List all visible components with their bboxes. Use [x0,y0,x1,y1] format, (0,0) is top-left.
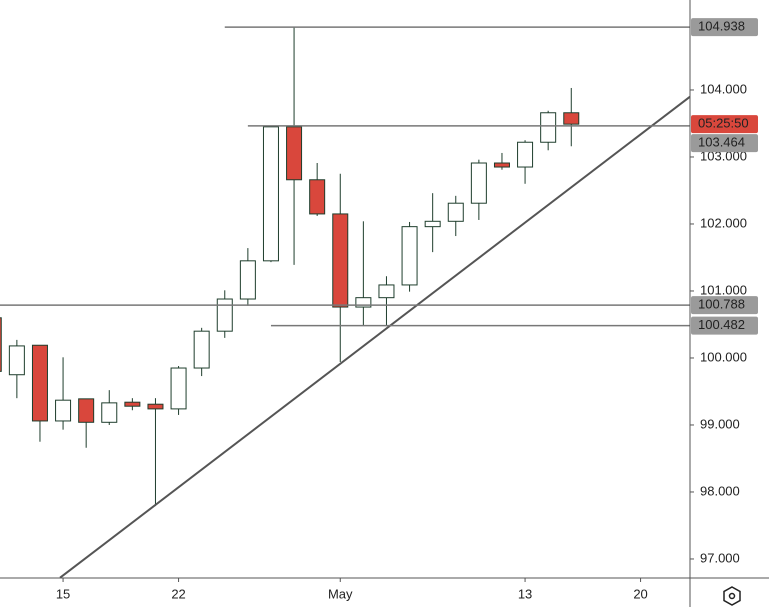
candle-body [8,345,25,376]
candle-body [170,367,187,410]
y-tick-label: 99.000 [700,416,740,431]
y-tick-label: 103.000 [700,148,747,163]
candle-body [540,112,557,143]
candle-body [101,402,118,423]
candle-body [447,202,464,222]
candle-body [193,330,210,369]
candle-body [0,317,2,372]
settings-icon[interactable] [723,586,741,606]
level-label: 103.464 [698,135,745,150]
candle-body [424,220,441,228]
level-label: 100.788 [698,297,745,312]
x-tick-label: 20 [633,586,647,601]
y-tick-label: 97.000 [700,550,740,565]
candle-body [493,162,510,168]
level-label-bg [691,296,758,315]
x-tick-label: 13 [518,586,532,601]
candle-body [216,298,233,332]
candle-body [124,401,141,407]
candle-body [563,112,580,125]
candle-body [147,403,164,410]
countdown-bg [691,115,758,134]
y-tick-label: 98.000 [700,483,740,498]
candle-body [332,213,349,308]
x-tick-label: May [328,586,353,601]
candle-body [286,126,303,181]
y-tick-label: 104.000 [700,81,747,96]
plot-area [0,26,690,578]
y-tick-label: 100.000 [700,349,747,364]
x-tick-label: 15 [56,586,70,601]
countdown-label: 05:25:50 [698,116,749,131]
level-label-bg [691,18,758,37]
candle-body [517,141,534,168]
x-tick-label: 22 [171,586,185,601]
candle-body [262,126,279,262]
y-tick-label: 102.000 [700,215,747,230]
candle-body [355,297,372,308]
candle-body [239,260,256,300]
trend-line [59,95,690,578]
level-label-bg [691,134,758,153]
candle-body [401,226,418,286]
candle-body [470,162,487,204]
level-label-bg [691,316,758,335]
level-label: 104.938 [698,19,745,34]
candle-body [78,398,95,423]
candle-body [31,344,48,422]
y-tick-label: 101.000 [700,282,747,297]
candle-body [309,179,326,215]
level-label: 100.482 [698,317,745,332]
candle-body [55,399,72,422]
candle-body [378,284,395,299]
